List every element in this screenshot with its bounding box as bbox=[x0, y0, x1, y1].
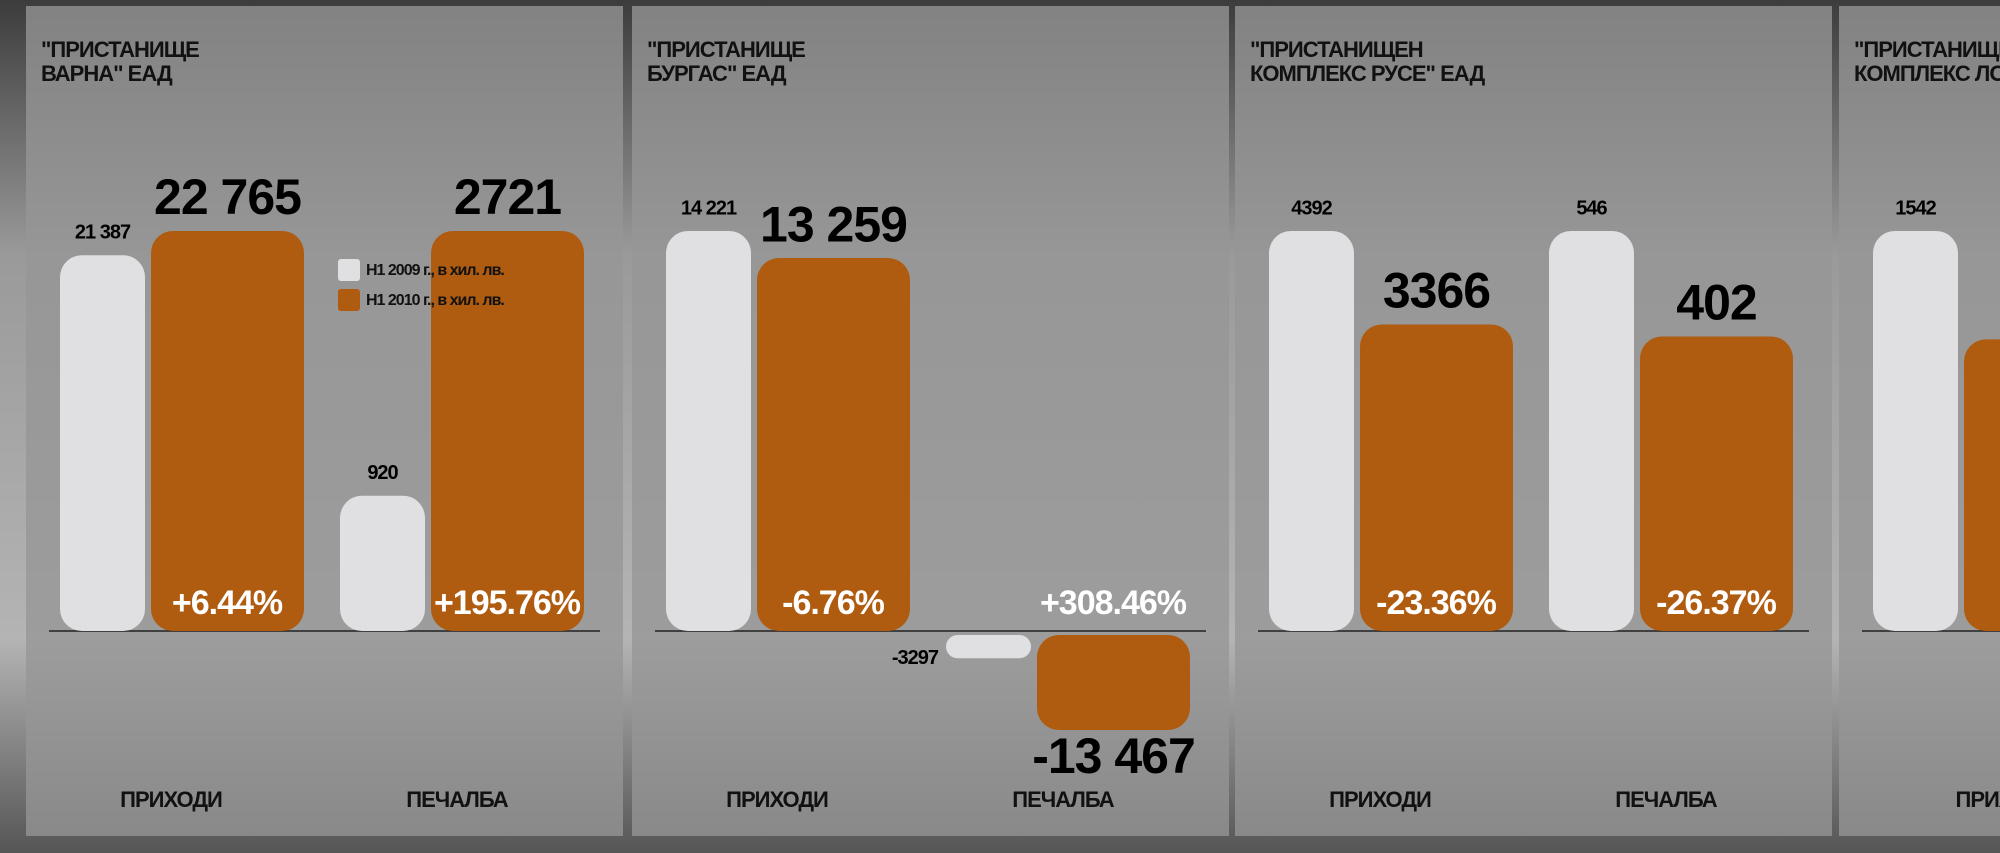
change-label: -26.37% bbox=[1656, 584, 1776, 622]
value-label: -3297 bbox=[892, 647, 939, 669]
bar bbox=[1549, 231, 1634, 631]
value-label: 14 221 bbox=[681, 197, 737, 219]
legend-label: H1 2010 г., в хил. лв. bbox=[366, 292, 504, 309]
change-label: +195.76% bbox=[434, 584, 581, 622]
bar bbox=[151, 231, 304, 631]
category-label: ПЕЧАЛБА bbox=[406, 787, 509, 812]
change-label: +6.44% bbox=[172, 584, 283, 622]
panel-title: КОМПЛЕКС ЛО bbox=[1854, 61, 2000, 86]
panel-title: БУРГАС" ЕАД bbox=[647, 61, 787, 86]
legend-swatch bbox=[338, 259, 360, 281]
bar bbox=[1964, 339, 2000, 631]
panel-title: КОМПЛЕКС РУСЕ" ЕАД bbox=[1250, 61, 1485, 86]
category-label: ПРИХОДИ bbox=[726, 787, 828, 812]
value-label: 4392 bbox=[1291, 197, 1332, 219]
panel-title: "ПРИСТАНИЩЕ bbox=[1854, 37, 2000, 62]
value-label: 546 bbox=[1576, 197, 1607, 219]
change-label: -23.36% bbox=[1376, 584, 1496, 622]
category-label: ПРИХОДИ bbox=[120, 787, 222, 812]
panel-title: "ПРИСТАНИЩЕН bbox=[1250, 37, 1423, 62]
legend-swatch bbox=[338, 289, 360, 311]
bar bbox=[431, 231, 584, 631]
value-label: 3366 bbox=[1383, 263, 1490, 319]
change-label: -6.76% bbox=[782, 584, 884, 622]
bar bbox=[757, 258, 910, 631]
value-label: 2721 bbox=[454, 169, 561, 225]
category-label: ПРИХОДИ bbox=[1329, 787, 1431, 812]
bar bbox=[1037, 635, 1190, 730]
value-label: 13 259 bbox=[760, 196, 907, 252]
infographic: "ПРИСТАНИЩЕВАРНА" ЕАД21 38722 765+6.44%П… bbox=[0, 0, 2000, 853]
bar bbox=[946, 635, 1031, 658]
category-label: ПЕЧАЛБА bbox=[1615, 787, 1718, 812]
value-label: 22 765 bbox=[154, 169, 301, 225]
bar bbox=[666, 231, 751, 631]
panel-title: "ПРИСТАНИЩЕ bbox=[41, 37, 199, 62]
panel-title: "ПРИСТАНИЩЕ bbox=[647, 37, 805, 62]
value-label: -13 467 bbox=[1032, 728, 1195, 784]
bar bbox=[1269, 231, 1354, 631]
category-label: ПЕЧАЛБА bbox=[1012, 787, 1115, 812]
change-label: +308.46% bbox=[1040, 584, 1187, 622]
bar bbox=[1873, 231, 1958, 631]
bar bbox=[340, 496, 425, 631]
category-label: ПРИХ bbox=[1956, 787, 2000, 812]
panel-title: ВАРНА" ЕАД bbox=[41, 61, 173, 86]
value-label: 1542 bbox=[1895, 197, 1936, 219]
value-label: 21 387 bbox=[75, 221, 131, 243]
legend-label: H1 2009 г., в хил. лв. bbox=[366, 262, 504, 279]
value-label: 920 bbox=[367, 462, 398, 484]
value-label: 402 bbox=[1676, 275, 1756, 331]
bar bbox=[60, 255, 145, 631]
